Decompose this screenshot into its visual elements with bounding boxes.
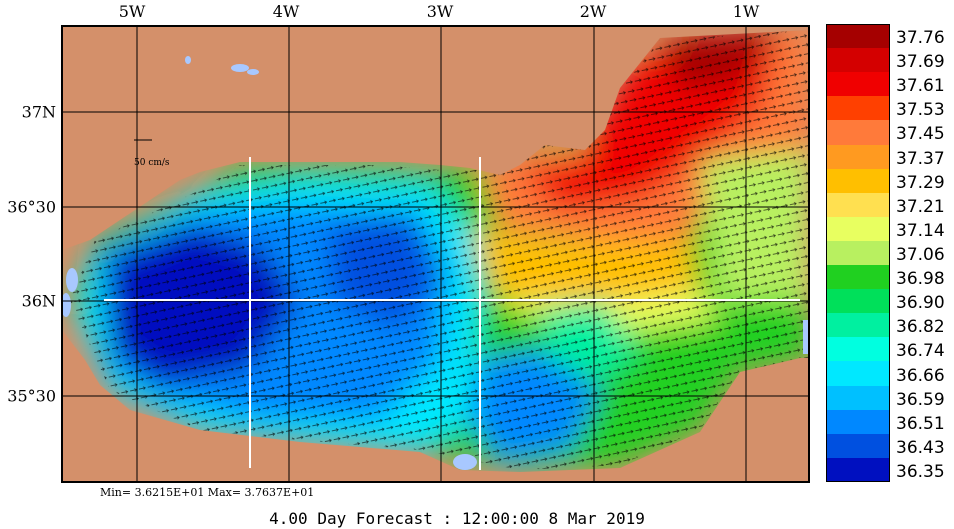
legend-swatch — [826, 168, 890, 193]
inland-water — [231, 64, 249, 72]
legend-entry: 37.76 — [826, 24, 954, 49]
legend-entry: 37.06 — [826, 240, 954, 266]
legend-border — [826, 24, 890, 482]
legend-swatch — [826, 289, 890, 314]
inland-water — [62, 293, 71, 317]
legend-entry: 37.14 — [826, 216, 954, 241]
legend-value: 37.14 — [896, 220, 945, 241]
lat-label: 36N — [21, 291, 56, 311]
inland-water — [66, 268, 78, 292]
legend-swatch — [826, 265, 890, 290]
legend-entry: 36.90 — [826, 289, 954, 314]
legend-swatch — [826, 361, 890, 386]
legend-entry: 37.45 — [826, 120, 954, 145]
legend-value: 37.29 — [896, 172, 945, 193]
legend-value: 37.06 — [896, 244, 945, 265]
color-legend: 37.76 37.69 37.61 37.53 37.45 37.37 37.29 37.21… — [826, 24, 954, 484]
legend-entry: 36.43 — [826, 433, 954, 458]
min-max-readout: Min= 3.6215E+01 Max= 3.7637E+01 — [100, 486, 315, 499]
legend-swatch — [826, 433, 890, 458]
legend-swatch — [826, 337, 890, 362]
legend-value: 37.53 — [896, 100, 945, 121]
legend-swatch — [826, 240, 890, 266]
lon-label: 2W — [579, 2, 607, 21]
legend-value: 36.66 — [896, 365, 945, 386]
legend-entry: 36.82 — [826, 313, 954, 338]
legend-value: 37.61 — [896, 76, 945, 97]
legend-value: 36.74 — [896, 341, 945, 362]
legend-entry: 37.37 — [826, 144, 954, 169]
legend-swatch — [826, 313, 890, 338]
legend-entry: 36.98 — [826, 265, 954, 290]
legend-swatch — [826, 457, 890, 482]
legend-swatch — [826, 385, 890, 410]
legend-entry: 37.69 — [826, 48, 954, 73]
legend-swatch — [826, 409, 890, 434]
scale-label: 50 cm/s — [134, 158, 170, 168]
legend-value: 36.82 — [896, 317, 945, 338]
inland-water — [803, 320, 809, 354]
lon-label: 3W — [426, 2, 454, 21]
south-coast — [62, 330, 809, 482]
inland-water — [185, 56, 191, 64]
forecast-caption: 4.00 Day Forecast : 12:00:00 8 Mar 2019 — [269, 509, 645, 528]
legend-swatch — [826, 48, 890, 73]
legend-swatch — [826, 216, 890, 241]
legend-value: 37.37 — [896, 148, 945, 169]
legend-value: 37.45 — [896, 124, 945, 145]
legend-value: 37.69 — [896, 52, 945, 73]
lon-label: 5W — [118, 2, 146, 21]
inland-water — [453, 454, 477, 470]
lon-label: 1W — [732, 2, 760, 21]
lat-label: 37N — [21, 102, 56, 122]
inland-water — [247, 69, 259, 75]
legend-value: 36.43 — [896, 437, 945, 458]
legend-swatch — [826, 120, 890, 145]
legend-entry: 37.21 — [826, 192, 954, 217]
legend-swatch — [826, 192, 890, 217]
legend-entry: 36.74 — [826, 337, 954, 362]
legend-value: 36.98 — [896, 269, 945, 290]
legend-value: 36.51 — [896, 413, 945, 434]
legend-value: 36.90 — [896, 293, 945, 314]
map-frame — [61, 25, 810, 483]
legend-entry: 37.29 — [826, 168, 954, 193]
current-vectors — [70, 30, 809, 470]
legend-entry: 37.61 — [826, 72, 954, 97]
north-coast — [62, 26, 809, 250]
transect-lines — [104, 157, 800, 470]
legend-value: 36.59 — [896, 389, 945, 410]
lat-label: 36°30 — [7, 197, 56, 217]
legend-entry: 36.51 — [826, 409, 954, 434]
legend-value: 36.35 — [896, 461, 945, 482]
legend-entry: 36.59 — [826, 385, 954, 410]
legend-entry: 36.66 — [826, 361, 954, 386]
legend-entry: 37.53 — [826, 96, 954, 121]
legend-swatch — [826, 144, 890, 169]
lon-label: 4W — [272, 2, 300, 21]
legend-swatch — [826, 72, 890, 97]
legend-value: 37.21 — [896, 196, 945, 217]
salinity-map — [61, 25, 810, 483]
lat-label: 35°30 — [7, 386, 56, 406]
legend-entry: 36.35 — [826, 457, 954, 482]
legend-swatch — [826, 96, 890, 121]
legend-value: 37.76 — [896, 28, 945, 49]
legend-swatch — [826, 24, 890, 49]
